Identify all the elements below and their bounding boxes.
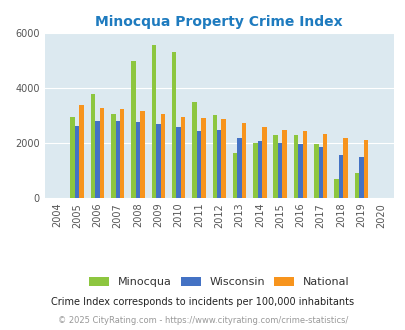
Bar bbox=[120, 110, 124, 198]
Bar bbox=[75, 126, 79, 198]
Text: © 2025 CityRating.com - https://www.cityrating.com/crime-statistics/: © 2025 CityRating.com - https://www.city… bbox=[58, 316, 347, 325]
Bar bbox=[111, 114, 115, 198]
Bar bbox=[221, 119, 226, 198]
Bar bbox=[363, 140, 367, 198]
Bar bbox=[212, 115, 216, 198]
Bar bbox=[100, 108, 104, 198]
Bar bbox=[241, 123, 245, 198]
Bar bbox=[358, 157, 363, 198]
Bar bbox=[277, 143, 282, 198]
Bar bbox=[273, 135, 277, 198]
Bar bbox=[293, 135, 297, 198]
Bar bbox=[302, 131, 307, 198]
Bar bbox=[200, 118, 205, 198]
Bar bbox=[95, 121, 99, 198]
Bar bbox=[216, 130, 221, 198]
Bar bbox=[318, 147, 322, 198]
Bar bbox=[131, 60, 135, 198]
Bar bbox=[257, 141, 262, 198]
Legend: Minocqua, Wisconsin, National: Minocqua, Wisconsin, National bbox=[84, 272, 353, 291]
Bar bbox=[313, 144, 318, 198]
Bar bbox=[343, 138, 347, 198]
Bar bbox=[282, 130, 286, 198]
Bar bbox=[338, 155, 343, 198]
Bar bbox=[196, 131, 200, 198]
Bar bbox=[160, 114, 164, 198]
Bar bbox=[354, 173, 358, 198]
Bar bbox=[156, 124, 160, 198]
Bar bbox=[172, 52, 176, 198]
Bar bbox=[322, 134, 327, 198]
Text: Crime Index corresponds to incidents per 100,000 inhabitants: Crime Index corresponds to incidents per… bbox=[51, 297, 354, 307]
Bar bbox=[176, 127, 181, 198]
Bar bbox=[181, 116, 185, 198]
Bar bbox=[91, 93, 95, 198]
Bar bbox=[151, 45, 156, 198]
Bar bbox=[262, 127, 266, 198]
Bar bbox=[115, 121, 120, 198]
Bar bbox=[140, 112, 144, 198]
Bar bbox=[237, 138, 241, 198]
Bar bbox=[79, 105, 83, 198]
Bar bbox=[70, 117, 75, 198]
Title: Minocqua Property Crime Index: Minocqua Property Crime Index bbox=[95, 15, 342, 29]
Bar bbox=[232, 152, 237, 198]
Bar bbox=[192, 102, 196, 198]
Bar bbox=[298, 144, 302, 198]
Bar bbox=[334, 179, 338, 198]
Bar bbox=[135, 122, 140, 198]
Bar bbox=[253, 143, 257, 198]
